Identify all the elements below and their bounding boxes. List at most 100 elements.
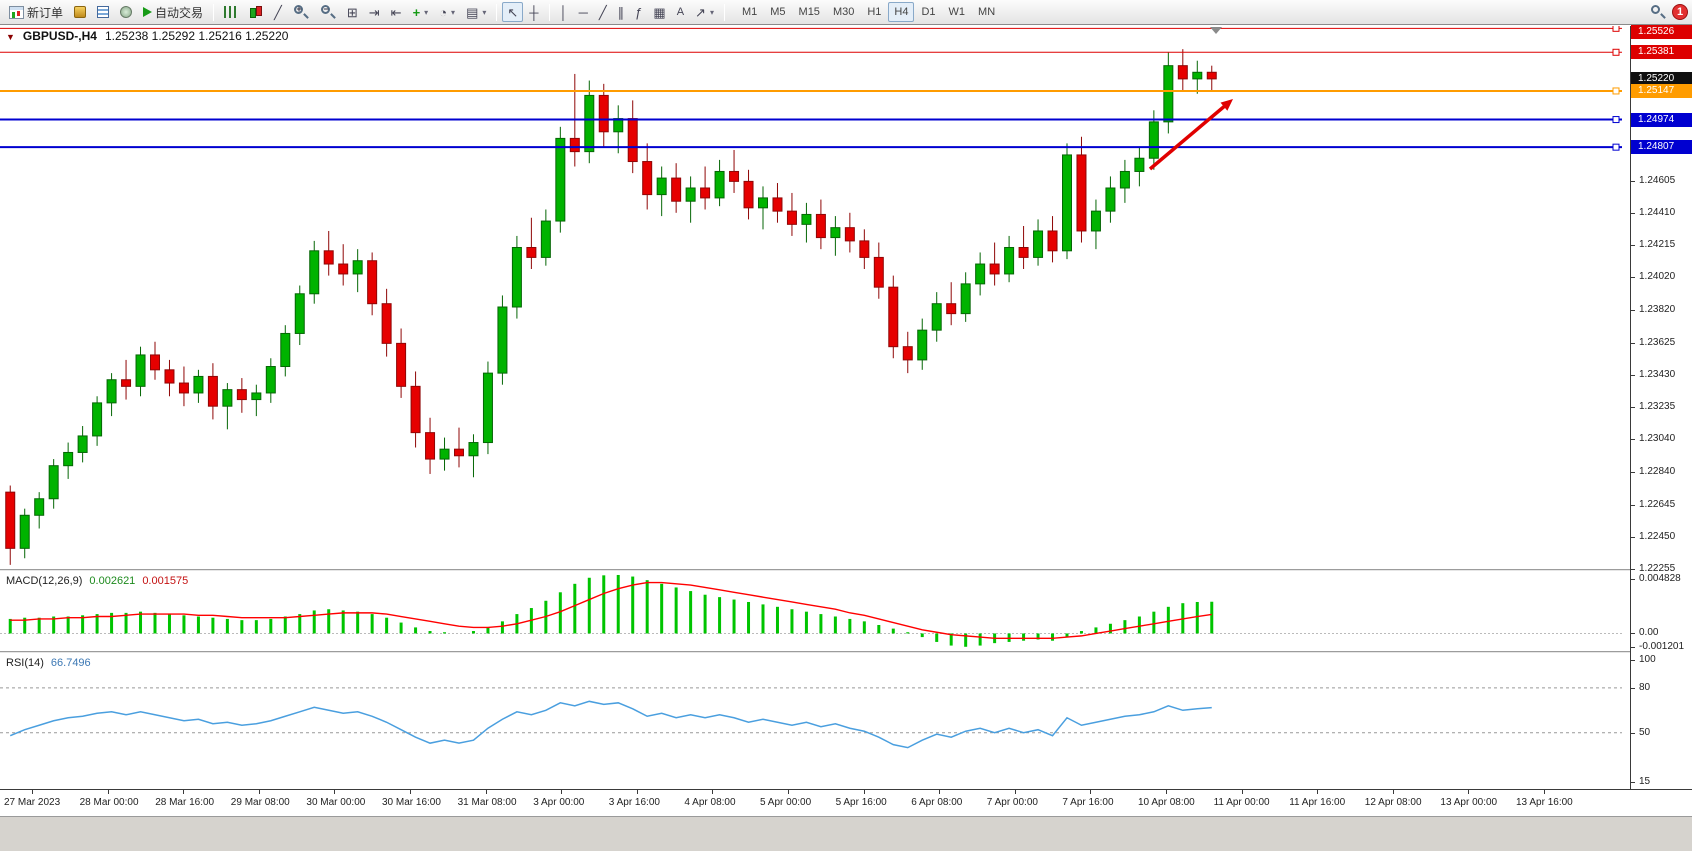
indicators-plus-icon: + — [412, 4, 421, 20]
new-order-button[interactable]: 新订单 — [4, 2, 68, 22]
macd-panel[interactable] — [0, 572, 1630, 651]
timeframe-d1[interactable]: D1 — [915, 2, 941, 22]
rsi-label: RSI(14) 66.7496 — [6, 657, 91, 669]
macd-axis-label: 0.00 — [1631, 627, 1692, 639]
search-icon — [1650, 4, 1666, 20]
time-tick — [32, 790, 33, 794]
notification-badge[interactable]: 1 — [1672, 4, 1688, 20]
templates-button[interactable]: ▤ ▾ — [461, 2, 491, 22]
time-tick — [410, 790, 411, 794]
rsi-name: RSI(14) — [6, 657, 44, 669]
time-label: 3 Apr 00:00 — [533, 797, 585, 808]
autotrading-label: 自动交易 — [155, 5, 204, 20]
navigator-button[interactable] — [115, 2, 137, 22]
timeframe-m5[interactable]: M5 — [764, 2, 791, 22]
price-tick: 1.22840 — [1631, 466, 1692, 478]
arrows-tool-button[interactable]: ↗ ▾ — [690, 2, 719, 22]
zoom-out-button[interactable]: − — [315, 2, 341, 22]
zoom-in-icon: + — [293, 4, 309, 20]
chevron-down-icon: ▾ — [451, 7, 456, 17]
tile-windows-button[interactable]: ⊞ — [342, 2, 363, 22]
chart-header: ▼ GBPUSD-,H4 1.25238 1.25292 1.25216 1.2… — [6, 29, 288, 43]
time-tick — [1544, 790, 1545, 794]
price-tick: 1.22645 — [1631, 499, 1692, 511]
time-label: 6 Apr 08:00 — [911, 797, 963, 808]
timeframe-m15[interactable]: M15 — [793, 2, 826, 22]
time-tick — [863, 790, 865, 794]
indicators-button[interactable]: + ▾ — [408, 2, 434, 22]
new-order-label: 新订单 — [27, 5, 64, 20]
time-label: 30 Mar 16:00 — [382, 797, 441, 808]
market-watch-icon — [97, 6, 110, 18]
macd-label: MACD(12,26,9) 0.002621 0.001575 — [6, 575, 188, 587]
vertical-line-tool-button[interactable]: │ — [555, 2, 573, 22]
status-bar — [0, 816, 1692, 851]
trendline-tool-button[interactable]: ╱ — [594, 2, 612, 22]
panel-splitter[interactable] — [0, 569, 1630, 572]
time-tick — [183, 790, 185, 794]
arrows-tool-icon: ↗ — [695, 4, 706, 20]
rsi-panel[interactable] — [0, 654, 1630, 789]
market-watch-button[interactable] — [92, 2, 114, 22]
time-label: 28 Mar 00:00 — [79, 797, 139, 808]
chevron-down-icon: ▾ — [424, 7, 429, 17]
price-tick: 1.24020 — [1631, 271, 1692, 283]
new-order-icon — [9, 5, 24, 19]
text-tool-button[interactable]: A — [672, 2, 689, 22]
time-tick — [107, 790, 109, 794]
time-tick — [1090, 790, 1092, 794]
toolbar: 新订单 自动交易 ╱ + − ⊞ ⇥ ⇤ + ▾ ◔ ▾ ▤ ▾ — [0, 0, 1692, 25]
fibonacci-icon: ƒ — [635, 4, 643, 20]
time-label: 12 Apr 08:00 — [1364, 797, 1422, 808]
search-button[interactable] — [1645, 2, 1671, 22]
shapes-tool-button[interactable]: ▦ — [648, 2, 670, 22]
timeframe-m1[interactable]: M1 — [736, 2, 763, 22]
cursor-tool-button[interactable]: ↖ — [502, 2, 524, 22]
fibonacci-tool-button[interactable]: ƒ — [630, 2, 647, 22]
auto-scroll-icon: ⇥ — [368, 4, 380, 20]
chart-bars-button[interactable] — [219, 2, 242, 22]
profiles-button[interactable] — [69, 2, 91, 22]
time-tick — [1317, 790, 1319, 794]
time-label: 5 Apr 16:00 — [835, 797, 887, 808]
time-tick — [334, 790, 336, 794]
price-tick: 1.23625 — [1631, 337, 1692, 349]
chart-line-button[interactable]: ╱ — [269, 2, 287, 22]
zoom-in-button[interactable]: + — [288, 2, 314, 22]
time-label: 11 Apr 00:00 — [1213, 797, 1270, 808]
horizontal-line-tool-button[interactable]: ─ — [574, 2, 593, 22]
time-axis[interactable]: 27 Mar 2023 28 Mar 00:00 28 Mar 16:00 29 Ma… — [0, 789, 1692, 816]
auto-scroll-button[interactable]: ⇥ — [364, 2, 385, 22]
macd-axis-label: -0.001201 — [1631, 641, 1692, 653]
window-menu-icon[interactable]: ▼ — [6, 32, 15, 42]
periods-button[interactable]: ◔ ▾ — [434, 2, 460, 22]
price-axis[interactable]: 1.24605 1.24410 1.24215 1.24020 1.23820 1.236… — [1630, 25, 1692, 816]
autotrading-icon — [143, 7, 153, 17]
chart-candles-button[interactable] — [243, 2, 268, 22]
timeframe-m30[interactable]: M30 — [827, 2, 860, 22]
channel-tool-button[interactable]: ∥ — [613, 2, 630, 22]
trendline-icon: ╱ — [598, 4, 607, 20]
timeframe-w1[interactable]: W1 — [943, 2, 972, 22]
timeframe-mn[interactable]: MN — [972, 2, 1001, 22]
time-label: 10 Apr 08:00 — [1138, 797, 1195, 808]
macd-signal-value: 0.001575 — [142, 575, 189, 587]
timeframe-h1[interactable]: H1 — [861, 2, 887, 22]
time-label: 13 Apr 00:00 — [1440, 797, 1498, 808]
price-badge: 1.24974 — [1631, 112, 1692, 127]
time-tick — [561, 790, 563, 794]
autotrading-button[interactable]: 自动交易 — [138, 2, 208, 22]
time-tick — [788, 790, 789, 794]
rsi-axis-label: 100 — [1631, 654, 1692, 666]
time-label: 28 Mar 16:00 — [155, 797, 215, 808]
crosshair-tool-button[interactable]: ┼ — [524, 2, 543, 22]
bar-chart-icon — [224, 6, 238, 18]
panel-splitter[interactable] — [0, 651, 1630, 654]
chart-shift-button[interactable]: ⇤ — [386, 2, 407, 22]
chart-area: ▼ GBPUSD-,H4 1.25238 1.25292 1.25216 1.2… — [0, 25, 1692, 851]
time-label: 7 Apr 00:00 — [986, 797, 1038, 808]
timeframe-h4[interactable]: H4 — [888, 2, 915, 22]
price-chart[interactable] — [0, 26, 1630, 569]
time-label: 30 Mar 00:00 — [306, 797, 366, 808]
